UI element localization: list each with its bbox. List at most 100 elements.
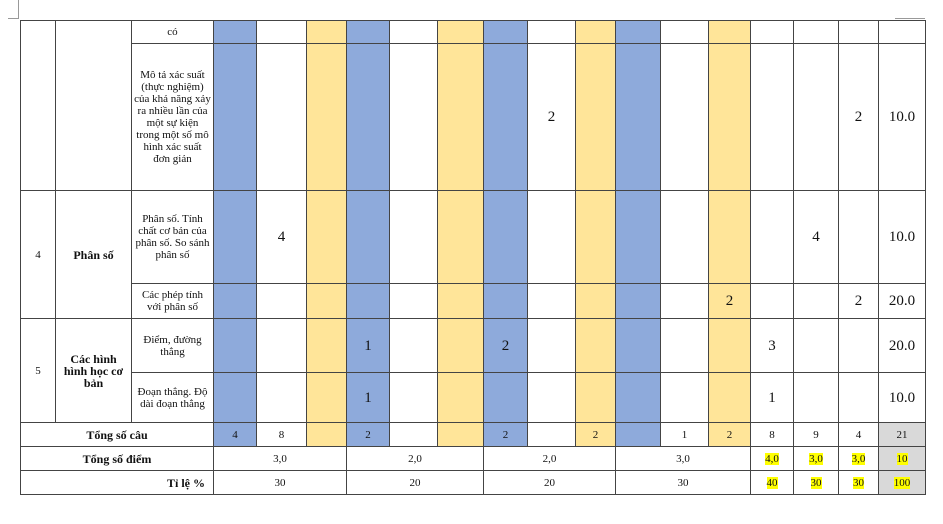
cell — [878, 20, 926, 44]
cell: 20 — [483, 470, 616, 495]
cell: Phân số. Tính chất cơ bản của phân số. S… — [131, 190, 214, 284]
cell — [750, 190, 794, 284]
highlighted-value: 40 — [766, 476, 778, 489]
cell: 4 — [838, 422, 879, 447]
highlighted-value: 3,0 — [809, 452, 823, 465]
row: 5 Các hình hình học cơ bản Điểm, đường thẳ… — [20, 318, 926, 423]
cell — [615, 422, 661, 447]
cell — [306, 283, 347, 319]
cell: 4 — [20, 190, 56, 319]
corner-mark — [8, 0, 19, 19]
cell — [615, 20, 661, 44]
cell — [483, 20, 528, 44]
cell — [708, 318, 751, 373]
cell — [793, 283, 839, 319]
cell — [575, 372, 616, 423]
cell — [483, 43, 528, 191]
cell — [575, 43, 616, 191]
cell: Tổng số câu — [20, 422, 214, 447]
cell — [346, 190, 390, 284]
cell — [527, 190, 576, 284]
cell: 3,0 — [793, 446, 839, 471]
cell: 2 — [483, 318, 528, 373]
cell — [527, 318, 576, 373]
corner-mark — [895, 18, 925, 20]
highlighted-value: 3,0 — [851, 452, 866, 465]
cell — [527, 283, 576, 319]
row: có — [20, 20, 926, 191]
cell — [527, 422, 576, 447]
cell: 3,0 — [213, 446, 347, 471]
cell: Các phép tính với phân số — [131, 283, 214, 319]
cell — [793, 372, 839, 423]
cell: 1 — [346, 318, 390, 373]
cell: 3,0 — [615, 446, 751, 471]
cell — [708, 190, 751, 284]
cell: Các hình hình học cơ bản — [55, 318, 132, 423]
cell: Tổng số điểm — [20, 446, 214, 471]
cell: 8 — [750, 422, 794, 447]
cell — [575, 190, 616, 284]
cell — [213, 372, 257, 423]
cell — [389, 190, 438, 284]
cell — [306, 43, 347, 191]
cell: 4,0 — [750, 446, 794, 471]
cell: 4 — [213, 422, 257, 447]
cell — [306, 422, 347, 447]
cell — [750, 20, 794, 44]
cell: 2 — [483, 422, 528, 447]
cell: 4 — [793, 190, 839, 284]
cell — [437, 190, 484, 284]
cell: có — [131, 20, 214, 44]
cell — [256, 283, 307, 319]
cell — [306, 20, 347, 44]
cell — [306, 318, 347, 373]
cell: 9 — [793, 422, 839, 447]
cell — [213, 283, 257, 319]
row: Tỉ lệ % 30 20 20 30 40 30 30 100 — [20, 470, 926, 495]
cell — [660, 43, 709, 191]
cell — [615, 283, 661, 319]
cell: Phân số — [55, 190, 132, 319]
matrix-table: có Mô tả xác suất (thực nghiệm) của khả n… — [20, 20, 926, 495]
row: Mô tả xác suất (thực nghiệm) của khả năn… — [21, 43, 926, 191]
cell — [838, 318, 879, 373]
cell — [389, 43, 438, 191]
cell: 1 — [660, 422, 709, 447]
cell — [306, 190, 347, 284]
cell — [660, 283, 709, 319]
cell — [660, 20, 709, 44]
cell — [793, 20, 839, 44]
cell — [437, 372, 484, 423]
cell — [213, 20, 257, 44]
cell — [306, 372, 347, 423]
highlighted-value: 10 — [896, 452, 908, 465]
cell — [346, 20, 390, 44]
cell — [256, 372, 307, 423]
cell — [437, 20, 484, 44]
cell — [615, 318, 661, 373]
cell: 1 — [750, 372, 794, 423]
cell — [615, 372, 661, 423]
cell — [575, 318, 616, 373]
cell — [213, 190, 257, 284]
cell — [389, 422, 438, 447]
cell: Mô tả xác suất (thực nghiệm) của khả năn… — [131, 43, 214, 191]
cell: 2 — [838, 43, 879, 191]
cell: Điểm, đường thẳng — [131, 318, 214, 373]
cell — [437, 422, 484, 447]
cell — [437, 283, 484, 319]
row: Đoạn thẳng. Độ dài đoạn thẳng 1 1 10.0 — [21, 372, 926, 423]
cell — [346, 43, 390, 191]
cell: 100 — [878, 470, 926, 495]
cell — [708, 43, 751, 191]
cell: 10.0 — [878, 43, 926, 191]
cell — [55, 20, 132, 191]
row: Tổng số điểm 3,0 2,0 2,0 3,0 4,0 3,0 3,0 10 — [20, 446, 926, 471]
row: Các phép tính với phân số 2 2 20.0 — [21, 283, 926, 319]
cell — [708, 372, 751, 423]
cell — [389, 20, 438, 44]
cell: 10.0 — [878, 372, 926, 423]
cell: 2 — [838, 283, 879, 319]
